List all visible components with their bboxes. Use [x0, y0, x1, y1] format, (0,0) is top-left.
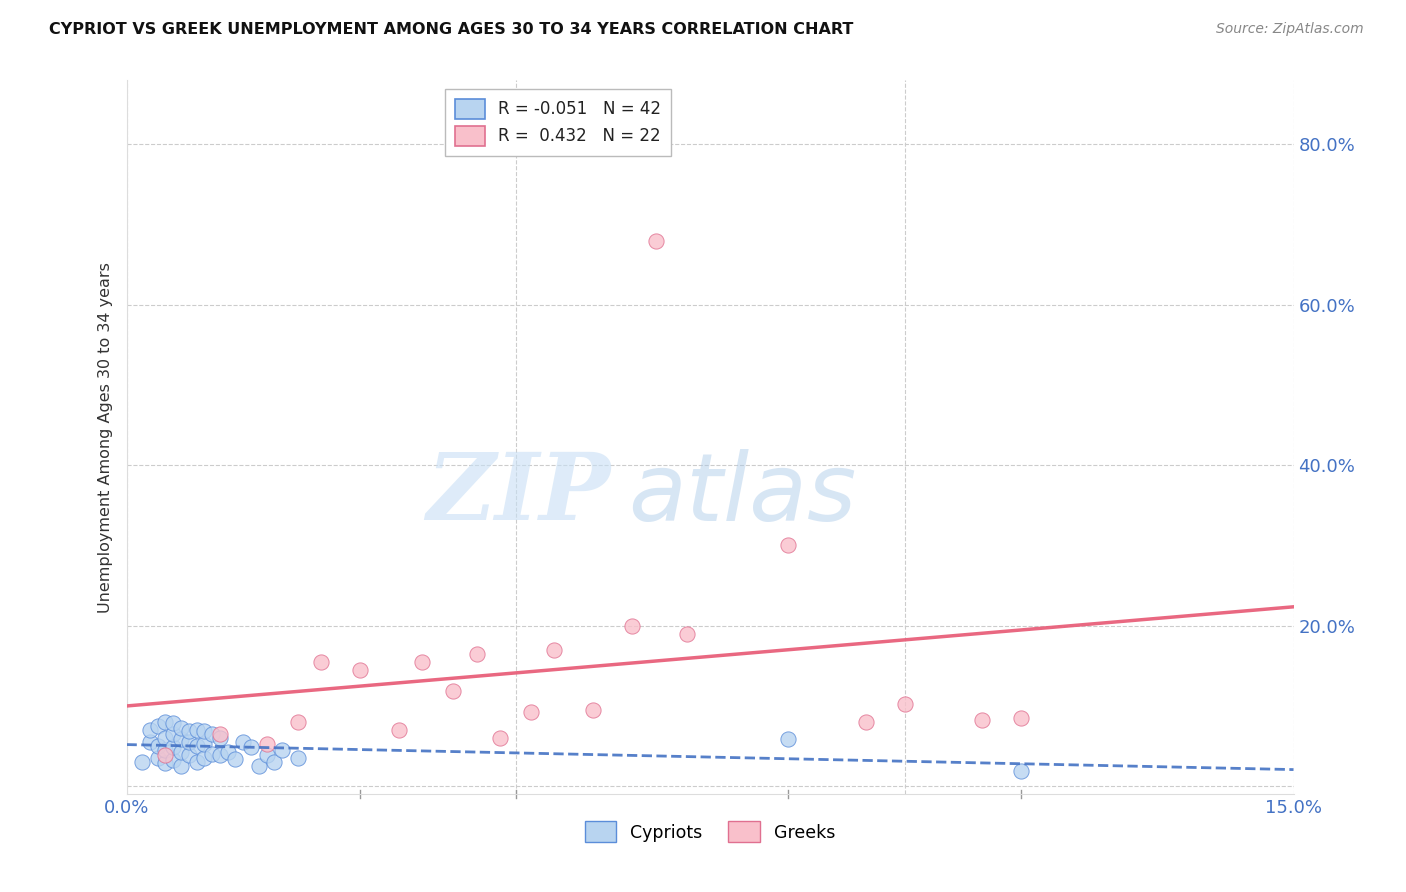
Point [582, 703, 605, 717]
Point [271, 743, 294, 757]
Point [776, 732, 799, 747]
Point [193, 737, 215, 751]
Point [520, 705, 543, 719]
Point [1010, 764, 1032, 779]
Point [217, 745, 239, 759]
Text: atlas: atlas [628, 449, 856, 540]
Y-axis label: Unemployment Among Ages 30 to 34 years: Unemployment Among Ages 30 to 34 years [97, 261, 112, 613]
Point [256, 737, 278, 751]
Point [349, 663, 371, 677]
Point [489, 731, 512, 745]
Point [972, 713, 994, 727]
Point [776, 538, 799, 552]
Point [170, 721, 193, 735]
Point [146, 739, 169, 753]
Point [201, 747, 224, 761]
Point [247, 759, 270, 773]
Point [411, 655, 433, 669]
Text: Source: ZipAtlas.com: Source: ZipAtlas.com [1216, 22, 1364, 37]
Legend: Cypriots, Greeks: Cypriots, Greeks [578, 814, 842, 849]
Point [131, 755, 153, 769]
Point [162, 740, 184, 755]
Point [644, 234, 666, 248]
Point [155, 748, 177, 763]
Point [441, 684, 464, 698]
Text: CYPRIOT VS GREEK UNEMPLOYMENT AMONG AGES 30 TO 34 YEARS CORRELATION CHART: CYPRIOT VS GREEK UNEMPLOYMENT AMONG AGES… [49, 22, 853, 37]
Point [309, 655, 332, 669]
Point [146, 751, 169, 765]
Point [177, 724, 200, 739]
Point [162, 753, 184, 767]
Point [186, 739, 208, 753]
Point [177, 748, 200, 763]
Point [621, 618, 644, 632]
Point [208, 727, 231, 741]
Point [139, 735, 162, 749]
Point [139, 723, 162, 737]
Point [155, 756, 177, 771]
Point [170, 759, 193, 773]
Point [186, 723, 208, 737]
Point [388, 723, 411, 737]
Point [675, 626, 697, 640]
Text: ZIP: ZIP [426, 450, 610, 539]
Point [287, 714, 309, 729]
Point [240, 740, 263, 755]
Point [193, 751, 215, 765]
Point [170, 732, 193, 747]
Point [193, 724, 215, 739]
Point [224, 752, 246, 766]
Point [201, 727, 224, 741]
Point [855, 714, 877, 729]
Point [543, 642, 565, 657]
Point [208, 748, 231, 763]
Point [263, 755, 285, 769]
Point [186, 755, 208, 769]
Point [146, 719, 169, 733]
Point [208, 731, 231, 745]
Point [155, 731, 177, 745]
Point [256, 748, 278, 763]
Point [155, 714, 177, 729]
Point [465, 647, 488, 661]
Point [232, 735, 254, 749]
Point [155, 743, 177, 757]
Point [177, 735, 200, 749]
Point [893, 697, 915, 711]
Point [170, 745, 193, 759]
Point [1010, 711, 1032, 725]
Point [162, 716, 184, 731]
Point [287, 751, 309, 765]
Point [162, 727, 184, 741]
